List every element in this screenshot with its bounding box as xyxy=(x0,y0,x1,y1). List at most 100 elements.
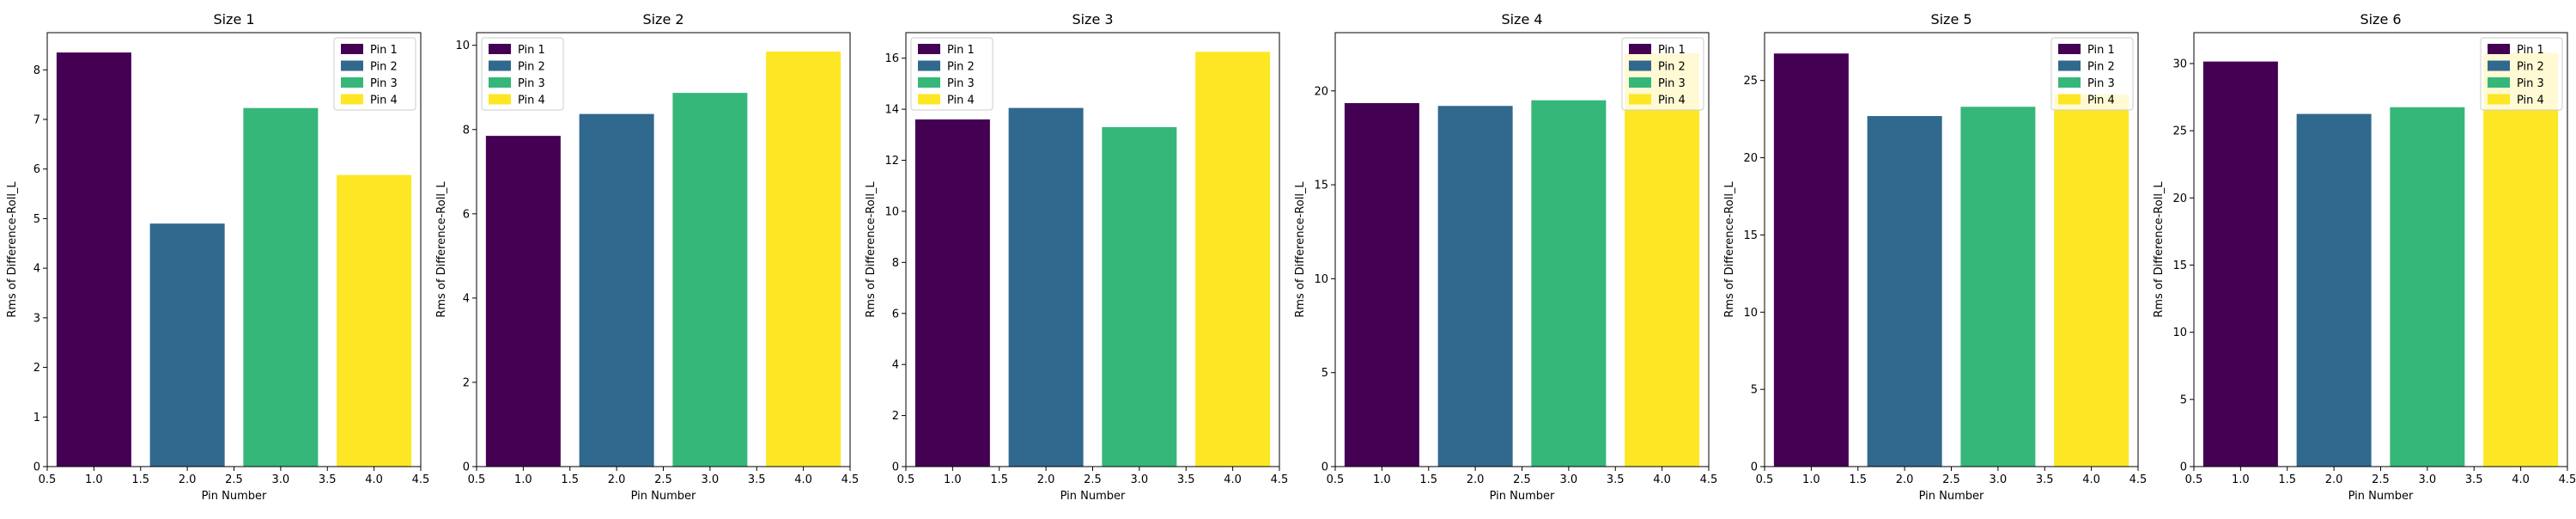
bar-pin-2 xyxy=(149,223,225,467)
x-axis-label: Pin Number xyxy=(631,490,696,503)
x-tick-label: 2.5 xyxy=(1513,473,1531,486)
y-tick-label: 4 xyxy=(892,359,899,372)
x-tick-label: 3.0 xyxy=(1560,473,1578,486)
legend-swatch xyxy=(341,44,363,54)
bar-pin-4 xyxy=(2054,94,2129,467)
bar-pin-1 xyxy=(1344,102,1419,467)
legend-box xyxy=(2050,37,2134,111)
y-axis-label: Rms of Difference-Roll_L xyxy=(2153,181,2166,318)
legend-swatch xyxy=(341,60,363,71)
legend-swatch xyxy=(341,77,363,88)
x-tick-label: 4.5 xyxy=(841,473,860,486)
x-tick-label: 1.5 xyxy=(2278,473,2296,486)
legend-label: Pin 3 xyxy=(947,77,975,90)
y-tick-label: 25 xyxy=(2172,125,2187,138)
subplot-size-6: 0.5 1.0 1.5 2.0 2.5 3.0 3.5 4.0 4.5 0 5 10 15 20 25 30 S… xyxy=(2153,11,2576,503)
legend-label: Pin 4 xyxy=(2517,95,2544,107)
y-tick-label: 0 xyxy=(1751,461,1758,474)
bar-pin-1 xyxy=(914,119,990,467)
legend-swatch xyxy=(918,60,940,71)
bar-pin-4 xyxy=(2483,52,2559,467)
legend-swatch xyxy=(2488,60,2510,71)
x-axis-label: Pin Number xyxy=(1490,490,1555,503)
y-axis-label: Rms of Difference-Roll_L xyxy=(435,181,448,318)
legend-label: Pin 2 xyxy=(518,61,545,74)
y-tick-label: 8 xyxy=(892,257,899,270)
legend-label: Pin 2 xyxy=(947,61,975,74)
x-axis-label: Pin Number xyxy=(1060,490,1126,503)
x-tick-label: 3.5 xyxy=(2036,473,2054,486)
y-tick-label: 4 xyxy=(463,292,470,305)
x-tick-label: 2.0 xyxy=(2325,473,2343,486)
x-tick-label: 1.0 xyxy=(2232,473,2250,486)
legend: Pin 1 Pin 2 Pin 3 Pin 4 xyxy=(481,37,564,111)
y-tick-label: 6 xyxy=(463,208,470,221)
legend-box xyxy=(2480,37,2563,111)
y-tick-label: 2 xyxy=(463,376,470,389)
y-tick-label: 0 xyxy=(463,461,470,474)
x-tick-label: 2.5 xyxy=(1942,473,1960,486)
x-tick-label: 1.0 xyxy=(85,473,103,486)
x-tick-label: 1.0 xyxy=(1373,473,1391,486)
x-tick-label: 4.0 xyxy=(2512,473,2530,486)
legend-label: Pin 1 xyxy=(2517,44,2544,57)
y-tick-label: 14 xyxy=(884,104,899,117)
legend-swatch xyxy=(2488,77,2510,88)
legend-label: Pin 3 xyxy=(2087,77,2115,90)
y-axis-label: Rms of Difference-Roll_L xyxy=(1294,181,1307,318)
y-axis-label: Rms of Difference-Roll_L xyxy=(865,181,878,318)
y-tick-label: 15 xyxy=(1743,229,1758,242)
y-tick-label: 10 xyxy=(884,205,899,218)
y-tick-label: 0 xyxy=(892,461,899,474)
x-tick-label: 1.5 xyxy=(561,473,579,486)
x-tick-label: 0.5 xyxy=(1756,473,1774,486)
bar-pin-1 xyxy=(485,136,561,467)
x-tick-label: 3.5 xyxy=(1177,473,1195,486)
legend-swatch xyxy=(1629,77,1651,88)
bar-pin-3 xyxy=(2390,107,2465,467)
x-tick-label: 4.5 xyxy=(412,473,430,486)
chart-title: Size 4 xyxy=(1501,11,1542,27)
x-tick-label: 1.0 xyxy=(944,473,962,486)
legend-swatch xyxy=(918,94,940,105)
x-tick-label: 3.5 xyxy=(748,473,766,486)
x-tick-label: 0.5 xyxy=(897,473,915,486)
bar-pin-1 xyxy=(1773,53,1849,467)
bar-pin-2 xyxy=(1437,106,1513,467)
x-tick-label: 1.5 xyxy=(131,473,149,486)
x-tick-label: 3.0 xyxy=(272,473,290,486)
bar-pin-4 xyxy=(766,52,841,467)
x-tick-label: 4.0 xyxy=(365,473,383,486)
chart-title: Size 3 xyxy=(1072,11,1113,27)
y-tick-label: 6 xyxy=(33,163,40,176)
y-tick-label: 8 xyxy=(33,64,40,77)
y-tick-label: 5 xyxy=(1751,384,1758,397)
x-tick-label: 1.0 xyxy=(1802,473,1820,486)
legend: Pin 1 Pin 2 Pin 3 Pin 4 xyxy=(910,37,993,111)
legend-label: Pin 2 xyxy=(2517,61,2544,74)
legend-label: Pin 3 xyxy=(518,77,545,90)
y-axis-label: Rms of Difference-Roll_L xyxy=(6,181,19,318)
legend-label: Pin 1 xyxy=(2087,44,2115,57)
x-tick-label: 2.0 xyxy=(608,473,626,486)
y-tick-label: 12 xyxy=(884,155,899,168)
x-tick-label: 2.0 xyxy=(179,473,197,486)
bar-pin-4 xyxy=(1195,52,1271,467)
legend-swatch xyxy=(489,77,511,88)
legend-swatch xyxy=(1629,94,1651,105)
x-tick-label: 4.5 xyxy=(2129,473,2148,486)
legend-label: Pin 3 xyxy=(2517,77,2544,90)
x-tick-label: 4.5 xyxy=(2559,473,2576,486)
legend-box xyxy=(333,37,416,111)
legend-label: Pin 1 xyxy=(518,44,545,57)
y-tick-label: 15 xyxy=(2172,260,2187,272)
legend-box xyxy=(1621,37,1704,111)
x-tick-label: 3.5 xyxy=(319,473,337,486)
subplot-size-4: 0.5 1.0 1.5 2.0 2.5 3.0 3.5 4.0 4.5 0 5 10 15 20 Size … xyxy=(1294,11,1717,503)
chart-title: Size 6 xyxy=(2360,11,2401,27)
chart-title: Size 2 xyxy=(642,11,683,27)
x-tick-label: 1.5 xyxy=(990,473,1008,486)
legend-label: Pin 2 xyxy=(370,61,398,74)
x-tick-label: 2.5 xyxy=(225,473,243,486)
